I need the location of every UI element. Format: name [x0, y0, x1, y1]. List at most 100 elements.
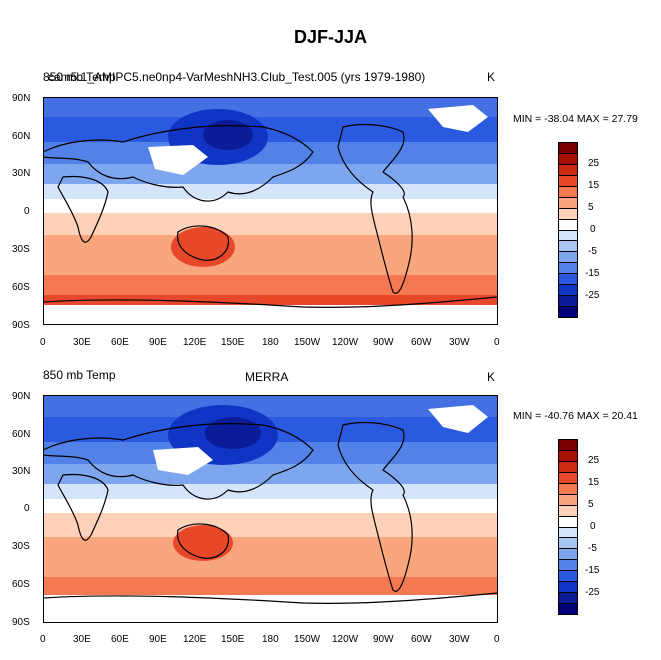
- colorbar-segment: [559, 163, 577, 175]
- panel1-lat-tick: 30N: [12, 168, 31, 179]
- colorbar-segment: [559, 570, 577, 582]
- panel2-lat-tick: 60S: [12, 579, 30, 590]
- panel1-lon-tick: 0: [40, 337, 46, 348]
- panel2-coastlines: [43, 421, 498, 604]
- panel2-lat-tick: 90N: [12, 391, 31, 402]
- colorbar-segment: [559, 537, 577, 549]
- panel2-colorbar-label: -15: [585, 565, 600, 576]
- panel2-lon-tick: 150E: [221, 634, 245, 645]
- panel2-lat-tick: 30N: [12, 466, 31, 477]
- panel1-lon-tick: 60E: [111, 337, 129, 348]
- panel2-map: [43, 395, 498, 623]
- panel1-colorbar-label: 5: [588, 202, 594, 213]
- colorbar-segment: [559, 251, 577, 263]
- panel2-lat-tick: 30S: [12, 541, 30, 552]
- panel2-lon-tick: 150W: [294, 634, 321, 645]
- panel1-lon-tick: 150E: [221, 337, 245, 348]
- panel2-center-title: MERRA: [245, 370, 289, 384]
- colorbar-segment: [559, 592, 577, 604]
- panel1-colorbar-label: 0: [590, 224, 596, 235]
- colorbar-segment: [559, 449, 577, 461]
- colorbar-segment: [559, 603, 577, 614]
- panel2-lat-tick: 0: [24, 503, 30, 514]
- panel1-lat-tick: 60N: [12, 131, 31, 142]
- panel1-minmax: MIN = -38.04 MAX = 27.79: [513, 113, 638, 125]
- panel1-lon-tick: 90E: [149, 337, 167, 348]
- figure-title: DJF-JJA: [293, 27, 368, 47]
- colorbar-segment: [559, 306, 577, 317]
- panel1-colorbar-label: 15: [588, 180, 600, 191]
- panel2-lon-tick: 60W: [411, 634, 432, 645]
- colorbar-segment: [559, 229, 577, 241]
- colorbar-segment: [559, 460, 577, 472]
- panel1-center-title: cam5.1_AMIPC5.ne0np4-VarMeshNH3.Club_Tes…: [48, 70, 426, 84]
- colorbar-segment: [559, 440, 577, 450]
- panel1-lon-tick: 60W: [411, 337, 432, 348]
- panel2-colorbar-label: 15: [588, 477, 600, 488]
- panel2-left-title: 850 mb Temp: [43, 368, 116, 382]
- panel2-colorbar-label: 25: [588, 455, 600, 466]
- panel2-lat-tick: 60N: [12, 429, 31, 440]
- panel2-lon-tick: 30E: [73, 634, 91, 645]
- panel2-colorbar-label: 0: [590, 521, 596, 532]
- panel1-lat-tick: 0: [24, 206, 30, 217]
- panel1-frame: [43, 97, 498, 325]
- panel2-frame: [43, 395, 498, 623]
- panel1-lon-tick: 30W: [449, 337, 470, 348]
- panel1-colorbar-label: -5: [588, 246, 597, 257]
- panel1-colorbar-label: -15: [585, 268, 600, 279]
- panel1-lon-tick: 120W: [332, 337, 359, 348]
- colorbar-segment: [559, 143, 577, 153]
- panel2-lon-tick: 30W: [449, 634, 470, 645]
- colorbar-segment: [559, 581, 577, 593]
- panel2-lon-tick: 0: [40, 634, 46, 645]
- colorbar-segment: [559, 185, 577, 197]
- colorbar-segment: [559, 218, 577, 230]
- panel2-lon-tick: 90E: [149, 634, 167, 645]
- panel2-units: K: [487, 370, 496, 384]
- panel2-colorbar-label: 5: [588, 499, 594, 510]
- panel2-lon-tick: 90W: [373, 634, 394, 645]
- colorbar-segment: [559, 152, 577, 164]
- colorbar-segment: [559, 207, 577, 219]
- panel1-lon-tick: 120E: [183, 337, 207, 348]
- colorbar-segment: [559, 559, 577, 571]
- panel1-colorbar-label: 25: [588, 158, 600, 169]
- panel2-colorbar: [558, 439, 578, 615]
- panel1-lon-tick: 0: [494, 337, 500, 348]
- colorbar-segment: [559, 284, 577, 296]
- colorbar-segment: [559, 493, 577, 505]
- panel2-lon-tick: 60E: [111, 634, 129, 645]
- panel2-colorbar-label: -25: [585, 587, 600, 598]
- colorbar-segment: [559, 240, 577, 252]
- panel1-lat-tick: 60S: [12, 282, 30, 293]
- panel1-lat-tick: 90N: [12, 93, 31, 104]
- panel1-lat-tick: 90S: [12, 320, 30, 331]
- panel2-minmax: MIN = -40.76 MAX = 20.41: [513, 410, 638, 422]
- panel1-lat-tick: 30S: [12, 244, 30, 255]
- panel1-map: [43, 97, 498, 325]
- panel2-lon-tick: 180: [262, 634, 279, 645]
- panel1-lon-tick: 90W: [373, 337, 394, 348]
- panel1-lon-tick: 30E: [73, 337, 91, 348]
- panel1-coastlines: [43, 123, 498, 308]
- colorbar-segment: [559, 504, 577, 516]
- colorbar-segment: [559, 471, 577, 483]
- colorbar-segment: [559, 515, 577, 527]
- colorbar-segment: [559, 196, 577, 208]
- colorbar-segment: [559, 262, 577, 274]
- colorbar-segment: [559, 548, 577, 560]
- panel1-lon-tick: 150W: [294, 337, 321, 348]
- panel1-left-title: 850 mb Temp: [43, 70, 116, 84]
- panel1-colorbar-label: -25: [585, 290, 600, 301]
- colorbar-segment: [559, 526, 577, 538]
- colorbar-segment: [559, 174, 577, 186]
- panel2-lon-tick: 120W: [332, 634, 359, 645]
- colorbar-segment: [559, 295, 577, 307]
- colorbar-segment: [559, 482, 577, 494]
- panel2-lon-tick: 0: [494, 634, 500, 645]
- panel1-colorbar: [558, 142, 578, 318]
- panel1-lon-tick: 180: [262, 337, 279, 348]
- panel2-colorbar-label: -5: [588, 543, 597, 554]
- panel2-lat-tick: 90S: [12, 617, 30, 628]
